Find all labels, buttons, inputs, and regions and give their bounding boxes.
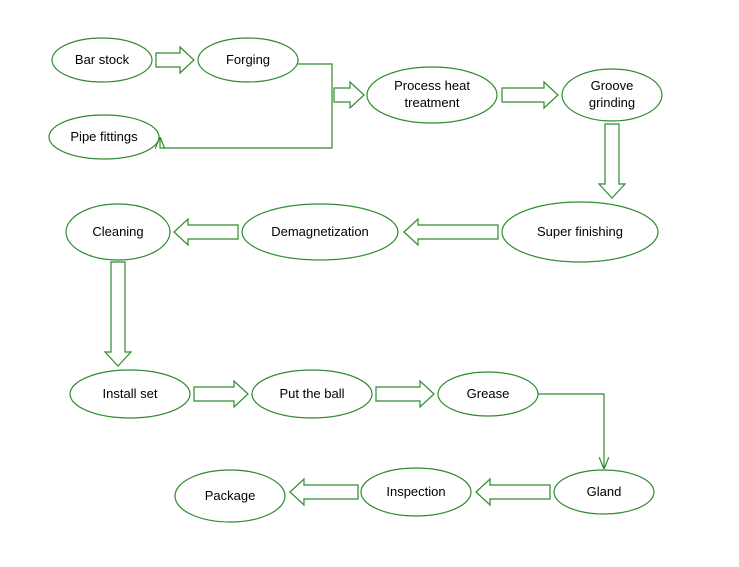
arrow-inspection-package: [290, 479, 358, 505]
node-label: Install set: [103, 386, 158, 401]
node-label: Demagnetization: [271, 224, 369, 239]
arrow-forging-process_heat: [334, 82, 364, 108]
node-label2: treatment: [405, 95, 460, 110]
node-label2: grinding: [589, 95, 635, 110]
node-cleaning: Cleaning: [66, 204, 170, 260]
node-pipe_fittings: Pipe fittings: [49, 115, 159, 159]
arrow-gland-inspection: [476, 479, 550, 505]
node-forging: Forging: [198, 38, 298, 82]
node-label: Forging: [226, 52, 270, 67]
node-demagnetization: Demagnetization: [242, 204, 398, 260]
arrow-cleaning-install_set: [105, 262, 131, 366]
node-label: Put the ball: [279, 386, 344, 401]
node-bar_stock: Bar stock: [52, 38, 152, 82]
node-label: Groove: [591, 78, 634, 93]
arrow-put_ball-grease: [376, 381, 434, 407]
node-inspection: Inspection: [361, 468, 471, 516]
arrow-super_finishing-demagnetization: [404, 219, 498, 245]
node-label: Cleaning: [92, 224, 143, 239]
arrow-demagnetization-cleaning: [174, 219, 238, 245]
node-package: Package: [175, 470, 285, 522]
node-gland: Gland: [554, 470, 654, 514]
node-process_heat: Process heat treatment: [367, 67, 497, 123]
node-install_set: Install set: [70, 370, 190, 418]
arrow-install_set-put_ball: [194, 381, 248, 407]
arrow-groove-super_finishing: [599, 124, 625, 198]
node-groove: Groove grinding: [562, 69, 662, 121]
node-label: Gland: [587, 484, 622, 499]
node-grease: Grease: [438, 372, 538, 416]
arrow-bar_stock-forging: [156, 47, 194, 73]
arrow-process_heat-groove: [502, 82, 558, 108]
node-put_ball: Put the ball: [252, 370, 372, 418]
node-super_finishing: Super finishing: [502, 202, 658, 262]
node-label: Inspection: [386, 484, 445, 499]
node-label: Process heat: [394, 78, 470, 93]
node-label: Bar stock: [75, 52, 130, 67]
node-label: Grease: [467, 386, 510, 401]
node-label: Super finishing: [537, 224, 623, 239]
arrow-grease-gland: [538, 394, 604, 468]
node-label: Package: [205, 488, 256, 503]
node-label: Pipe fittings: [70, 129, 138, 144]
